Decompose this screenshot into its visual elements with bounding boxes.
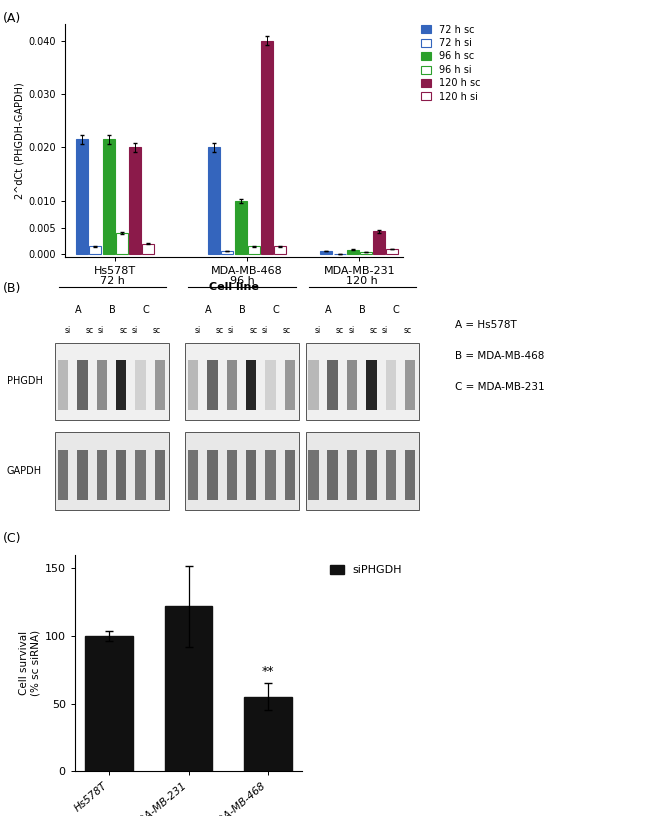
Text: si: si	[132, 326, 138, 335]
Text: sc: sc	[369, 326, 378, 335]
Bar	[274, 246, 286, 255]
Text: B: B	[359, 305, 366, 315]
Bar	[261, 41, 273, 255]
Text: (B): (B)	[3, 282, 21, 295]
Text: GAPDH: GAPDH	[6, 466, 42, 476]
Text: si: si	[382, 326, 388, 335]
Text: A: A	[205, 305, 212, 315]
Text: A = Hs578T: A = Hs578T	[455, 320, 517, 330]
Text: (A): (A)	[3, 12, 21, 25]
Bar	[164, 606, 213, 771]
Text: (C): (C)	[3, 532, 21, 545]
Text: si: si	[98, 326, 104, 335]
Text: C: C	[393, 305, 400, 315]
Bar	[222, 251, 233, 255]
Text: A: A	[75, 305, 82, 315]
Bar	[320, 251, 332, 255]
Text: C = MDA-MB-231: C = MDA-MB-231	[455, 382, 545, 392]
Text: sc: sc	[283, 326, 291, 335]
Text: B: B	[109, 305, 116, 315]
Y-axis label: Cell survival
(% sc siRNA): Cell survival (% sc siRNA)	[19, 630, 40, 696]
Bar	[116, 233, 127, 255]
Text: C: C	[272, 305, 280, 315]
Bar	[347, 250, 359, 255]
Legend: siPHGDH: siPHGDH	[326, 561, 407, 580]
Bar	[235, 201, 246, 255]
Text: sc: sc	[249, 326, 257, 335]
Text: C: C	[142, 305, 150, 315]
Text: si: si	[348, 326, 354, 335]
Text: sc: sc	[403, 326, 411, 335]
Text: PHGDH: PHGDH	[6, 376, 42, 386]
Y-axis label: 2^dCt (PHGDH-GAPDH): 2^dCt (PHGDH-GAPDH)	[14, 82, 24, 199]
Text: B = MDA-MB-468: B = MDA-MB-468	[455, 351, 545, 361]
X-axis label: Cell line: Cell line	[209, 282, 259, 291]
Text: sc: sc	[335, 326, 344, 335]
Bar	[129, 148, 141, 255]
Text: si: si	[262, 326, 268, 335]
Bar	[248, 246, 260, 255]
Bar	[387, 249, 398, 255]
Text: A: A	[325, 305, 332, 315]
Text: **: **	[262, 665, 274, 678]
Bar	[85, 636, 133, 771]
Bar	[360, 252, 372, 255]
Bar	[244, 697, 292, 771]
Text: si: si	[315, 326, 320, 335]
Text: 120 h: 120 h	[346, 276, 378, 286]
Bar	[76, 140, 88, 255]
Legend: 72 h sc, 72 h si, 96 h sc, 96 h si, 120 h sc, 120 h si: 72 h sc, 72 h si, 96 h sc, 96 h si, 120 …	[421, 24, 480, 102]
Text: sc: sc	[119, 326, 127, 335]
Text: sc: sc	[215, 326, 224, 335]
Text: si: si	[194, 326, 200, 335]
Text: sc: sc	[85, 326, 94, 335]
Text: 72 h: 72 h	[99, 276, 125, 286]
Bar	[103, 140, 114, 255]
Text: si: si	[64, 326, 70, 335]
Bar	[208, 148, 220, 255]
Text: B: B	[239, 305, 246, 315]
Bar	[142, 244, 154, 255]
Text: sc: sc	[153, 326, 161, 335]
Text: 96 h: 96 h	[229, 276, 255, 286]
Text: si: si	[228, 326, 234, 335]
Bar	[373, 232, 385, 255]
Bar	[90, 246, 101, 255]
